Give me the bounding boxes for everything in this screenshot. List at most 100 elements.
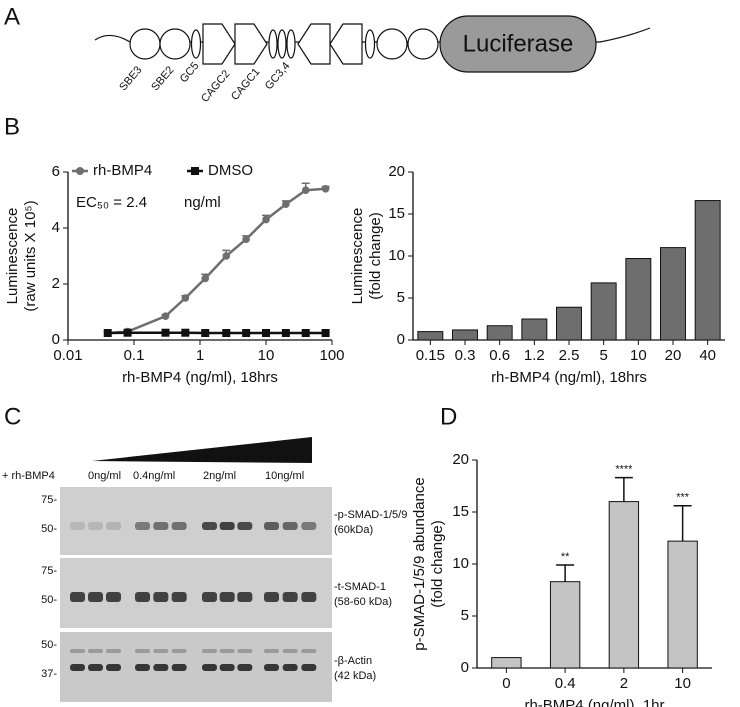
- dose-label: 0ng/ml: [88, 470, 121, 482]
- band: [135, 592, 150, 602]
- element: [286, 29, 296, 59]
- bar: [660, 247, 686, 341]
- y-tick-label: 5: [397, 289, 405, 306]
- x-tick-label: 0.1: [124, 347, 145, 364]
- mw-marker: 75-: [41, 565, 57, 577]
- element: [376, 28, 408, 60]
- marker: [262, 329, 270, 337]
- x-tick-label: 2: [620, 675, 628, 692]
- element: [277, 29, 287, 59]
- marker: [282, 200, 290, 208]
- x-tick-label: 10: [630, 347, 647, 364]
- element: [129, 28, 161, 60]
- band: [282, 522, 298, 530]
- blot: [60, 487, 332, 702]
- x-tick-label: 20: [665, 347, 682, 364]
- bar: [625, 258, 652, 341]
- element: [202, 23, 236, 65]
- dose-label: 2ng/ml: [203, 470, 236, 482]
- band: [70, 522, 85, 530]
- error-bar: [673, 505, 692, 542]
- marker: [321, 329, 330, 337]
- x-tick-label: 1: [196, 347, 204, 364]
- band: [264, 649, 279, 653]
- y-axis-label: (fold change): [429, 520, 446, 608]
- band: [219, 664, 235, 671]
- y-tick-label: 5: [461, 607, 469, 624]
- y-axis-label: (fold change): [367, 212, 384, 300]
- bar: [667, 540, 698, 669]
- band: [153, 592, 169, 602]
- y-tick-label: 20: [388, 163, 405, 180]
- band: [282, 592, 298, 602]
- dose-label: 10ng/ml: [265, 470, 304, 482]
- error-bar: [614, 476, 633, 502]
- band: [135, 649, 150, 653]
- treatment-label: + rh-BMP4: [2, 470, 55, 482]
- panel-label: A: [4, 3, 20, 30]
- band: [301, 592, 317, 602]
- y-tick-label: 20: [452, 451, 469, 468]
- marker: [123, 328, 132, 337]
- target-label: -β-Actin: [334, 655, 372, 667]
- element: [297, 23, 331, 65]
- band: [237, 592, 253, 602]
- bar: [608, 501, 640, 669]
- band: [70, 592, 85, 602]
- x-tick-label: 5: [599, 347, 607, 364]
- marker: [161, 328, 170, 337]
- element: [268, 29, 278, 59]
- x-tick-label: 10: [258, 347, 275, 364]
- marker: [222, 329, 231, 337]
- bar: [417, 331, 444, 341]
- legend-marker: [191, 167, 199, 175]
- x-tick-label: 0.3: [455, 347, 476, 364]
- dose-label: 0.4ng/ml: [133, 470, 175, 482]
- x-tick-label: 0.6: [489, 347, 510, 364]
- target-label: -t-SMAD-1: [334, 581, 386, 593]
- x-axis-label: rh-BMP4 (ng/ml), 1hr: [524, 697, 664, 707]
- y-tick-label: 10: [388, 247, 405, 264]
- element: [329, 23, 363, 65]
- band: [171, 664, 187, 671]
- blot-strip: [60, 487, 332, 555]
- band: [88, 522, 103, 530]
- x-tick-label: 100: [319, 347, 344, 364]
- x-tick-label: 0.4: [555, 675, 576, 692]
- x-axis-label: rh-BMP4 (ng/ml), 18hrs: [491, 369, 647, 386]
- significance-label: ***: [676, 492, 690, 504]
- band: [301, 522, 317, 530]
- band: [88, 649, 103, 653]
- marker: [201, 274, 210, 283]
- size-label: (42 kDa): [334, 670, 376, 682]
- element-label: GC5: [178, 60, 202, 85]
- marker: [103, 329, 112, 337]
- band: [153, 664, 169, 671]
- band: [70, 649, 85, 653]
- band: [153, 522, 169, 530]
- legend-label: rh-BMP4: [93, 162, 152, 179]
- band: [135, 522, 150, 530]
- band: [106, 664, 121, 671]
- band: [70, 664, 85, 671]
- marker: [281, 329, 290, 337]
- band: [264, 592, 279, 602]
- significance-label: **: [561, 551, 570, 563]
- band: [171, 592, 187, 602]
- element-label: CAGC2: [199, 68, 233, 105]
- band: [171, 522, 187, 530]
- reporter-label: Luciferase: [463, 30, 574, 57]
- bar: [549, 581, 581, 669]
- element-label: SBE2: [149, 64, 176, 93]
- annotation: EC₅₀ = 2.4: [76, 194, 147, 211]
- y-axis-label: Luminescence: [349, 208, 366, 305]
- band: [202, 664, 217, 671]
- bar: [694, 200, 721, 341]
- bar: [486, 325, 513, 341]
- bar: [491, 657, 522, 669]
- x-tick-label: 0.15: [416, 347, 445, 364]
- marker: [222, 252, 231, 260]
- mw-marker: 75-: [41, 494, 57, 506]
